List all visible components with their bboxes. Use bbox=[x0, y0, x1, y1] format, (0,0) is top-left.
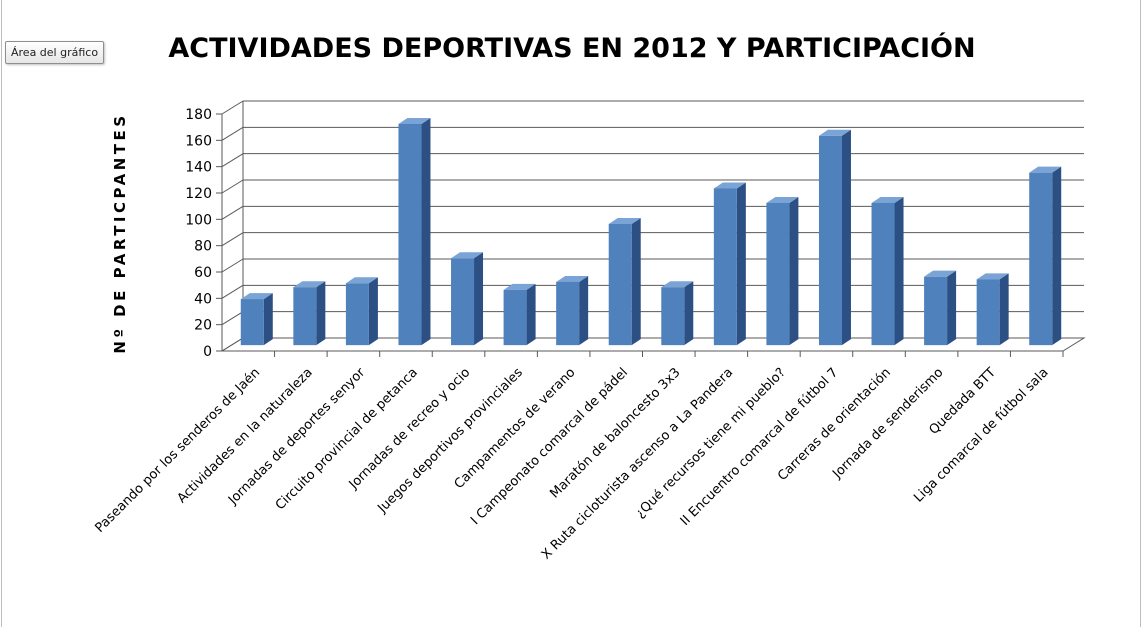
bar-top bbox=[240, 293, 273, 300]
bar-top bbox=[345, 277, 378, 284]
y-tick-label: 180 bbox=[185, 107, 212, 123]
y-tick-label: 140 bbox=[185, 160, 212, 176]
y-tick-label: 120 bbox=[185, 186, 212, 202]
bar bbox=[1029, 172, 1053, 346]
bar bbox=[503, 289, 527, 346]
bar-side bbox=[684, 281, 694, 346]
bar-side bbox=[631, 218, 641, 346]
bar bbox=[345, 283, 369, 346]
bar-top bbox=[398, 117, 431, 124]
bar-side bbox=[789, 196, 799, 346]
gridline-depth bbox=[221, 205, 244, 220]
bar-side bbox=[474, 252, 484, 346]
bar-side bbox=[736, 182, 746, 346]
bar-side bbox=[947, 270, 957, 346]
y-tick-label: 20 bbox=[194, 318, 212, 334]
y-tick-label: 80 bbox=[194, 239, 212, 255]
gridline-depth bbox=[221, 100, 244, 115]
bar-side bbox=[316, 281, 326, 346]
gridline-depth bbox=[221, 179, 244, 194]
bar bbox=[924, 276, 948, 346]
y-tick-label: 100 bbox=[185, 212, 212, 228]
bar-side bbox=[368, 277, 378, 346]
bar-side bbox=[841, 129, 851, 346]
bar-top bbox=[661, 281, 694, 288]
bar-side bbox=[263, 293, 273, 346]
bar bbox=[293, 287, 317, 346]
chart-area-tooltip: Área del gráfico bbox=[5, 41, 105, 64]
bar-top bbox=[293, 281, 326, 288]
chart-title: ACTIVIDADES DEPORTIVAS EN 2012 Y PARTICI… bbox=[168, 32, 975, 64]
bar-top bbox=[818, 129, 851, 136]
bar-side bbox=[1052, 166, 1062, 346]
gridline-depth bbox=[221, 126, 244, 141]
bar-top bbox=[608, 218, 641, 225]
x-tick-label: X Ruta cicloturista ascenso a La Pandera bbox=[539, 365, 736, 562]
y-tick-label: 40 bbox=[194, 291, 212, 307]
bar-top bbox=[713, 182, 746, 189]
bar bbox=[818, 135, 842, 346]
bar-top bbox=[451, 252, 484, 259]
bar bbox=[451, 258, 475, 346]
bar-side bbox=[421, 117, 431, 346]
y-tick-label: 0 bbox=[203, 344, 212, 360]
bar bbox=[766, 202, 790, 346]
bar-side bbox=[894, 196, 904, 346]
y-axis-label: Nº DE PARTICPANTES bbox=[111, 112, 129, 353]
y-tick-label: 160 bbox=[185, 133, 212, 149]
bar bbox=[713, 188, 737, 346]
gridline-depth bbox=[221, 232, 244, 247]
bar-side bbox=[526, 283, 536, 346]
gridline-depth bbox=[221, 258, 244, 273]
floor bbox=[220, 337, 1086, 352]
gridline-depth bbox=[221, 153, 244, 168]
bar bbox=[871, 202, 895, 346]
bar-top bbox=[766, 196, 799, 203]
bar bbox=[661, 287, 685, 346]
gridline-depth bbox=[221, 311, 244, 326]
bar-top bbox=[1029, 166, 1062, 173]
bar bbox=[976, 279, 1000, 346]
y-tick-label: 60 bbox=[194, 265, 212, 281]
bar-top bbox=[976, 273, 1009, 280]
bar bbox=[608, 224, 632, 346]
bar-side bbox=[999, 273, 1009, 346]
bar bbox=[556, 281, 580, 346]
bar-top bbox=[503, 283, 536, 290]
bar-side bbox=[579, 275, 589, 346]
bar-top bbox=[556, 275, 589, 282]
gridline-depth bbox=[221, 284, 244, 299]
bar bbox=[398, 123, 422, 346]
bar bbox=[240, 299, 264, 346]
bar-top bbox=[871, 196, 904, 203]
bar-top bbox=[924, 270, 957, 277]
